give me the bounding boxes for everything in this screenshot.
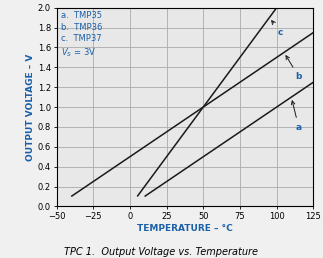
Text: b: b (286, 56, 302, 81)
Text: a.  TMP35
b.  TMP36
c.  TMP37
$V_S$ = 3V: a. TMP35 b. TMP36 c. TMP37 $V_S$ = 3V (61, 11, 102, 59)
Text: c: c (272, 21, 284, 37)
Y-axis label: OUTPUT VOLTAGE – V: OUTPUT VOLTAGE – V (26, 53, 35, 161)
Text: a: a (291, 101, 302, 132)
X-axis label: TEMPERATURE – °C: TEMPERATURE – °C (137, 224, 233, 233)
Text: TPC 1.  Output Voltage vs. Temperature: TPC 1. Output Voltage vs. Temperature (65, 247, 258, 257)
